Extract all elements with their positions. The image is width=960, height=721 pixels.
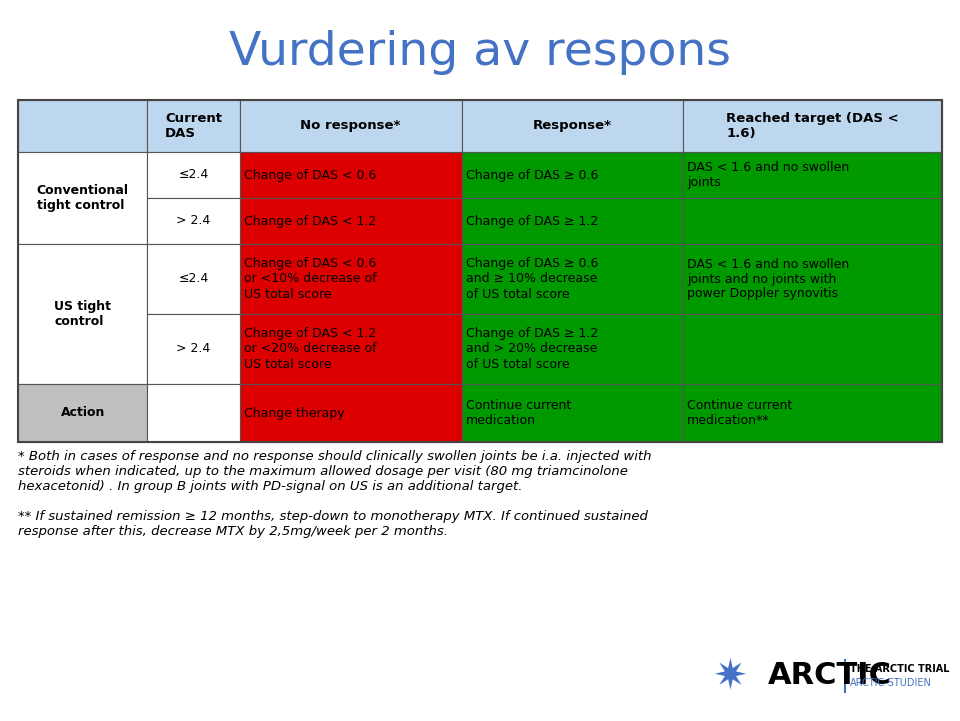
Bar — [240, 314, 462, 384]
Bar — [462, 198, 684, 244]
Text: Reached target (DAS <
1.6): Reached target (DAS < 1.6) — [727, 112, 899, 140]
Bar — [240, 198, 462, 244]
Text: Conventional
tight control: Conventional tight control — [36, 184, 129, 212]
Bar — [148, 314, 240, 384]
Text: * Both in cases of response and no response should clinically swollen joints be : * Both in cases of response and no respo… — [18, 450, 652, 493]
Text: Continue current
medication: Continue current medication — [466, 399, 571, 427]
Bar — [684, 152, 942, 198]
Text: Change of DAS ≥ 0.6: Change of DAS ≥ 0.6 — [466, 169, 598, 182]
Bar — [240, 100, 462, 152]
Bar — [462, 100, 684, 152]
Text: Response*: Response* — [533, 120, 612, 133]
Bar — [18, 152, 148, 244]
Text: ARCTIC-STUDIEN: ARCTIC-STUDIEN — [850, 678, 932, 688]
Bar — [684, 198, 942, 244]
Bar — [462, 314, 684, 384]
Text: DAS < 1.6 and no swollen
joints and no joints with
power Doppler synovitis: DAS < 1.6 and no swollen joints and no j… — [687, 257, 850, 301]
Bar — [684, 244, 942, 314]
Text: > 2.4: > 2.4 — [177, 342, 210, 355]
Text: Change of DAS < 1.2: Change of DAS < 1.2 — [244, 215, 376, 228]
Text: ARCTIC: ARCTIC — [768, 661, 892, 691]
Bar — [684, 100, 942, 152]
Text: US tight
control: US tight control — [54, 300, 111, 328]
Bar — [240, 152, 462, 198]
Bar — [18, 384, 148, 442]
Bar — [148, 100, 240, 152]
Bar — [148, 384, 240, 442]
Text: ✷: ✷ — [712, 655, 748, 697]
Text: Vurdering av respons: Vurdering av respons — [229, 30, 731, 75]
Bar — [240, 384, 462, 442]
Bar — [462, 152, 684, 198]
Text: Change of DAS < 1.2
or <20% decrease of
US total score: Change of DAS < 1.2 or <20% decrease of … — [244, 327, 376, 371]
Bar — [240, 244, 462, 314]
Text: Change of DAS < 0.6
or <10% decrease of
US total score: Change of DAS < 0.6 or <10% decrease of … — [244, 257, 376, 301]
Bar — [148, 244, 240, 314]
Bar — [462, 384, 684, 442]
Text: THE ARCTIC TRIAL: THE ARCTIC TRIAL — [850, 664, 949, 674]
Bar — [18, 100, 148, 152]
Bar — [148, 198, 240, 244]
Bar — [684, 384, 942, 442]
Text: Change of DAS < 0.6: Change of DAS < 0.6 — [244, 169, 376, 182]
Text: Current
DAS: Current DAS — [165, 112, 222, 140]
Text: DAS < 1.6 and no swollen
joints: DAS < 1.6 and no swollen joints — [687, 161, 850, 189]
Text: Action: Action — [60, 407, 105, 420]
Text: No response*: No response* — [300, 120, 401, 133]
Text: ≤2.4: ≤2.4 — [179, 169, 208, 182]
Text: ≤2.4: ≤2.4 — [179, 273, 208, 286]
Text: Change of DAS ≥ 0.6
and ≥ 10% decrease
of US total score: Change of DAS ≥ 0.6 and ≥ 10% decrease o… — [466, 257, 598, 301]
Text: Continue current
medication**: Continue current medication** — [687, 399, 793, 427]
Text: Change of DAS ≥ 1.2
and > 20% decrease
of US total score: Change of DAS ≥ 1.2 and > 20% decrease o… — [466, 327, 598, 371]
Text: ** If sustained remission ≥ 12 months, step-down to monotherapy MTX. If continue: ** If sustained remission ≥ 12 months, s… — [18, 510, 648, 538]
Bar — [18, 244, 148, 384]
Text: Change therapy: Change therapy — [244, 407, 345, 420]
Text: Change of DAS ≥ 1.2: Change of DAS ≥ 1.2 — [466, 215, 598, 228]
Bar — [18, 100, 942, 442]
Bar — [462, 244, 684, 314]
Bar — [684, 314, 942, 384]
Bar — [148, 152, 240, 198]
Text: > 2.4: > 2.4 — [177, 215, 210, 228]
